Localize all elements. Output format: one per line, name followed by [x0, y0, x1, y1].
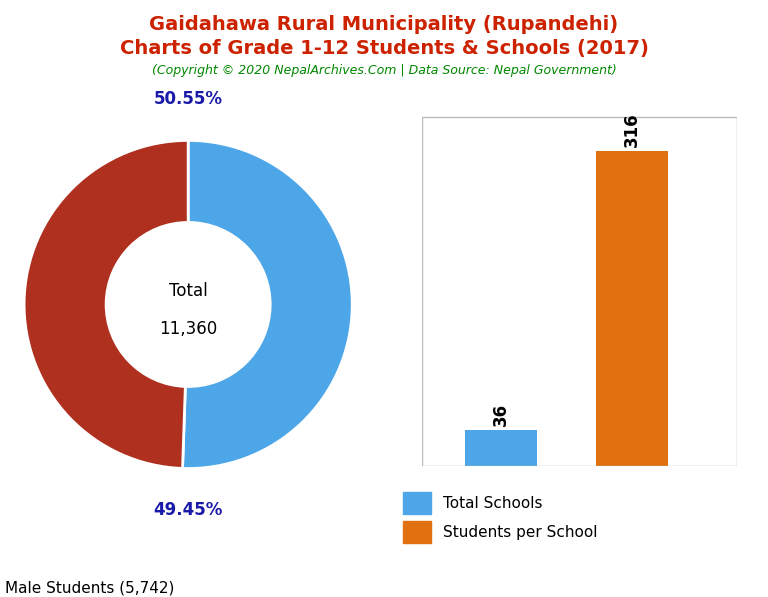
Text: 316: 316: [624, 113, 641, 147]
Wedge shape: [183, 140, 353, 469]
Wedge shape: [24, 140, 188, 469]
Text: Total: Total: [169, 282, 207, 300]
Text: 11,360: 11,360: [159, 320, 217, 338]
Legend: Male Students (5,742), Female Students (5,618): Male Students (5,742), Female Students (…: [0, 572, 199, 597]
Text: Gaidahawa Rural Municipality (Rupandehi): Gaidahawa Rural Municipality (Rupandehi): [150, 15, 618, 34]
Bar: [465, 430, 537, 466]
Text: Charts of Grade 1-12 Students & Schools (2017): Charts of Grade 1-12 Students & Schools …: [120, 39, 648, 58]
Text: (Copyright © 2020 NepalArchives.Com | Data Source: Nepal Government): (Copyright © 2020 NepalArchives.Com | Da…: [151, 64, 617, 77]
Bar: [596, 151, 668, 466]
Text: 36: 36: [492, 403, 510, 426]
Text: 49.45%: 49.45%: [154, 500, 223, 519]
Legend: Total Schools, Students per School: Total Schools, Students per School: [399, 488, 602, 547]
Text: 50.55%: 50.55%: [154, 90, 223, 109]
